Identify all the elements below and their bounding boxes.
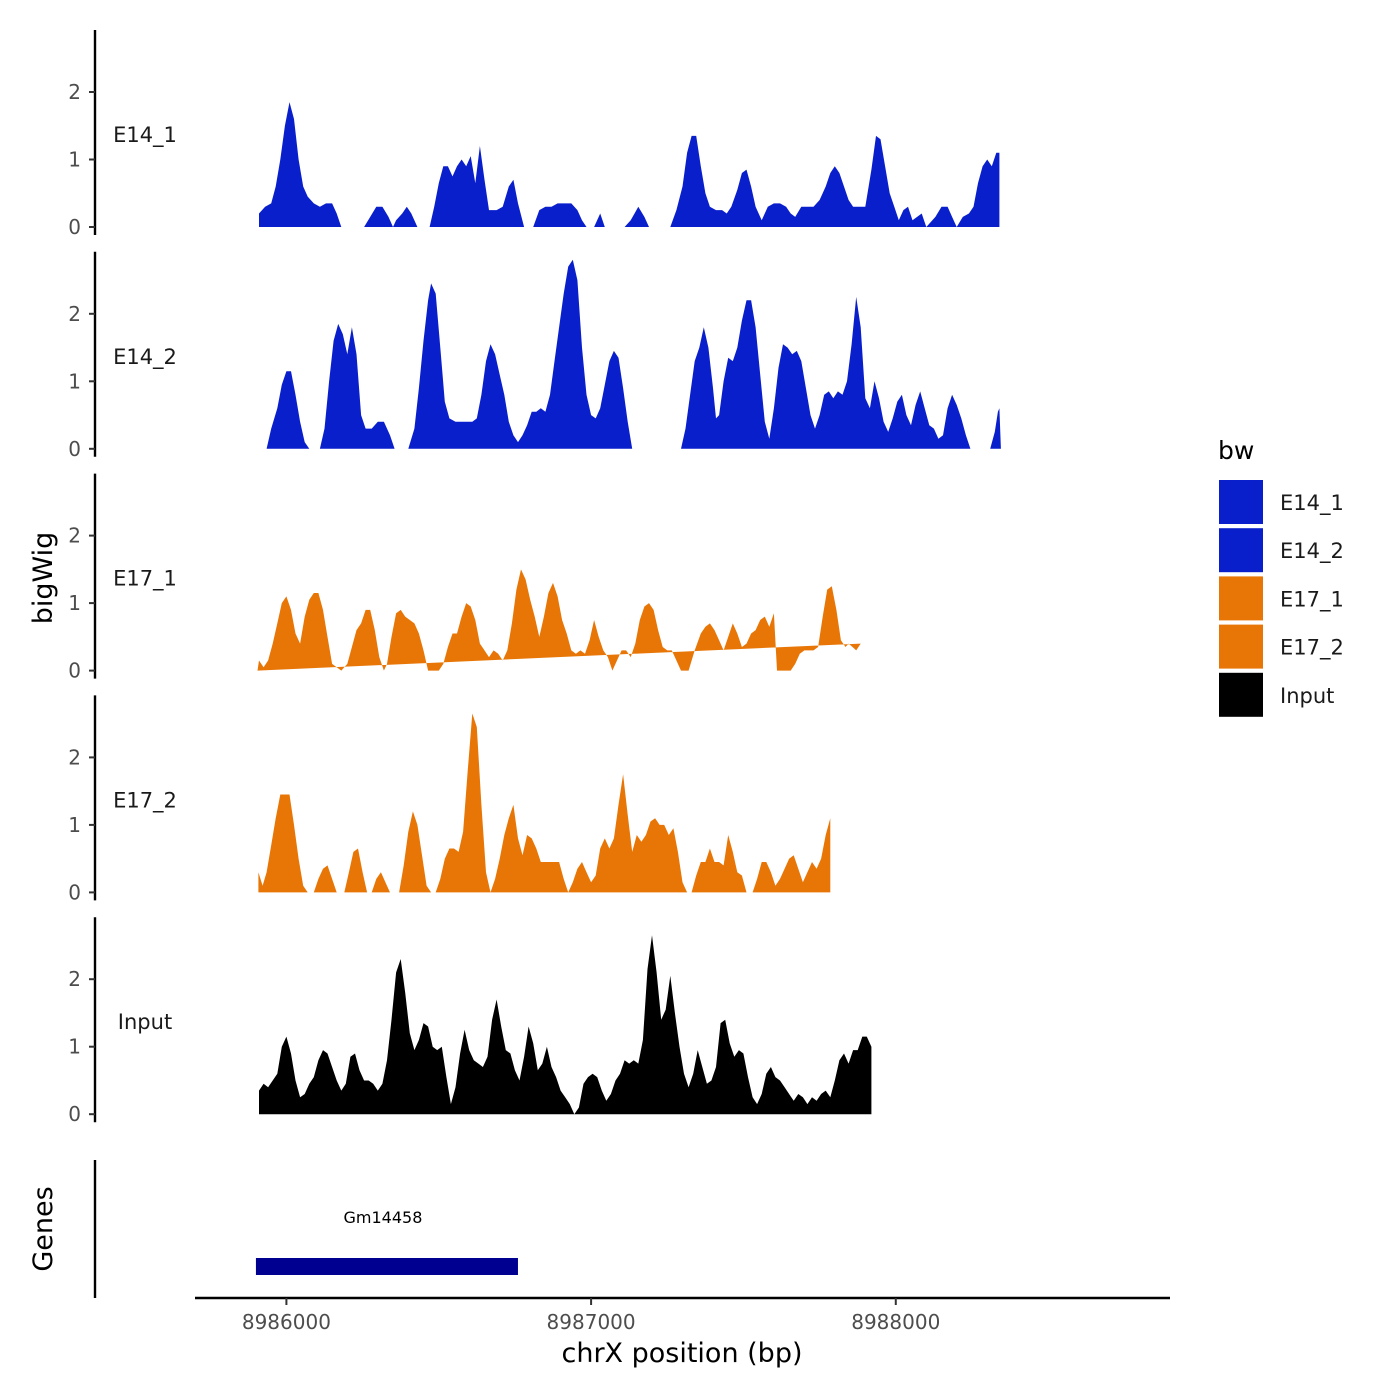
y-tick-label: 2 — [68, 302, 81, 326]
bigwig-tracks: 0 1 2 E14_1 0 1 2 E14_2 0 1 2 E17_1 0 1 2 E17_2 0 1 2 Input — [68, 30, 1001, 1126]
track-E17_1: 0 1 2 E17_1 — [68, 473, 861, 683]
y-tick-label: 2 — [68, 967, 81, 991]
legend-key-E17_2 — [1219, 624, 1263, 669]
legend-key-E17_1 — [1219, 576, 1263, 621]
x-tick-label: 8987000 — [547, 1310, 636, 1334]
y-tick-label: 0 — [68, 437, 81, 461]
coverage-area-E14_2 — [266, 259, 1001, 449]
legend-label: E14_1 — [1280, 491, 1344, 516]
legend-key-Input — [1219, 672, 1263, 717]
genes-panel: Gm14458 — [93, 1160, 518, 1298]
coverage-area-E17_1 — [257, 569, 861, 671]
track-label: E14_1 — [113, 123, 177, 148]
y-axis-title: bigWig — [28, 532, 59, 625]
y-tick-label: 2 — [68, 80, 81, 104]
track-label: E17_2 — [113, 788, 177, 813]
y-tick-label: 1 — [68, 591, 81, 615]
gene-label: Gm14458 — [344, 1208, 423, 1227]
coverage-area-E17_2 — [258, 713, 831, 893]
x-tick-label: 8988000 — [851, 1310, 940, 1334]
track-E17_2: 0 1 2 E17_2 — [68, 695, 831, 904]
legend-key-E14_1 — [1219, 480, 1263, 524]
genes-axis-title: Genes — [28, 1186, 59, 1271]
legend-label: E17_2 — [1280, 636, 1344, 661]
legend: bw E14_1 E14_2 E17_1 E17_2 Input — [1218, 436, 1344, 717]
x-axis: 8986000 8987000 8988000 — [195, 1296, 1170, 1334]
legend-label: E14_2 — [1280, 539, 1344, 564]
legend-label: Input — [1280, 684, 1334, 708]
y-tick-label: 1 — [68, 369, 81, 393]
y-tick-label: 1 — [68, 813, 81, 837]
y-tick-label: 0 — [68, 1102, 81, 1126]
x-tick-label: 8986000 — [242, 1310, 331, 1334]
legend-title: bw — [1218, 436, 1254, 465]
y-tick-label: 1 — [68, 1035, 81, 1059]
track-Input: 0 1 2 Input — [68, 917, 872, 1126]
track-label: E17_1 — [113, 567, 177, 592]
y-tick-label: 2 — [68, 524, 81, 548]
legend-label: E17_1 — [1280, 587, 1344, 612]
x-axis-title: chrX position (bp) — [561, 1338, 802, 1369]
coverage-area-Input — [259, 935, 872, 1115]
y-tick-label: 2 — [68, 745, 81, 769]
y-tick-label: 0 — [68, 215, 81, 239]
track-label: Input — [118, 1010, 172, 1034]
y-tick-label: 0 — [68, 659, 81, 683]
track-E14_1: 0 1 2 E14_1 — [68, 30, 1000, 239]
track-label: E14_2 — [113, 345, 177, 370]
track-E14_2: 0 1 2 E14_2 — [68, 251, 1001, 461]
gene-body — [255, 1258, 518, 1275]
legend-key-E14_2 — [1219, 528, 1263, 573]
y-tick-label: 1 — [68, 148, 81, 172]
y-tick-label: 0 — [68, 880, 81, 904]
coverage-area-E14_1 — [259, 102, 1000, 227]
